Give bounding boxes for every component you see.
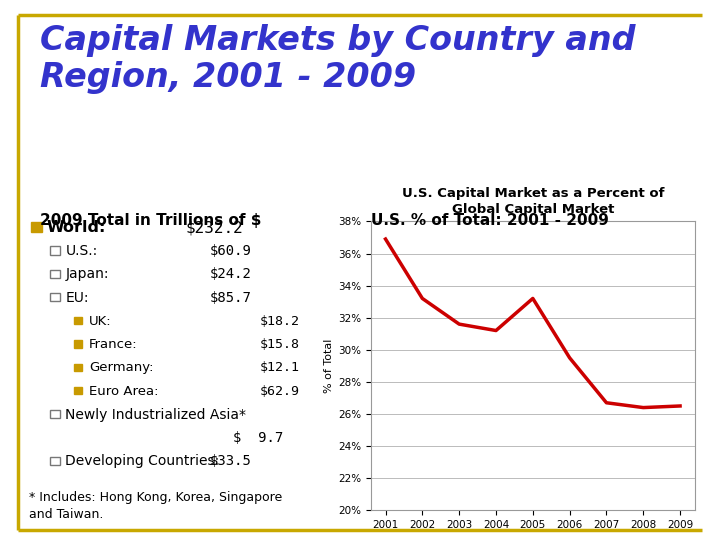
Text: France:: France:: [89, 338, 138, 351]
Bar: [50, 410, 60, 418]
Text: Germany:: Germany:: [89, 361, 153, 374]
Text: $33.5: $33.5: [210, 455, 251, 469]
Bar: [74, 364, 83, 371]
Text: Euro Area:: Euro Area:: [89, 385, 158, 398]
Text: $60.9: $60.9: [210, 244, 251, 258]
Text: Japan:: Japan:: [66, 267, 109, 281]
Text: $18.2: $18.2: [260, 315, 300, 328]
Bar: [50, 269, 60, 278]
Text: Newly Industrialized Asia*: Newly Industrialized Asia*: [66, 408, 246, 422]
Text: $12.1: $12.1: [260, 361, 300, 374]
Y-axis label: % of Total: % of Total: [324, 339, 334, 393]
Text: EU:: EU:: [66, 291, 89, 305]
Text: $  9.7: $ 9.7: [233, 431, 283, 445]
Text: $232.2: $232.2: [186, 220, 243, 235]
Text: 2009 Total in Trillions of $: 2009 Total in Trillions of $: [40, 213, 261, 228]
Title: U.S. Capital Market as a Percent of
Global Capital Market: U.S. Capital Market as a Percent of Glob…: [402, 187, 664, 216]
Text: * Includes: Hong Kong, Korea, Singapore
and Taiwan.: * Includes: Hong Kong, Korea, Singapore …: [29, 491, 282, 521]
Bar: [50, 246, 60, 255]
Bar: [31, 222, 42, 232]
Bar: [74, 387, 83, 394]
Text: U.S.:: U.S.:: [66, 244, 98, 258]
Bar: [74, 317, 83, 324]
Text: World:: World:: [47, 220, 107, 235]
Text: $15.8: $15.8: [260, 338, 300, 351]
Text: $85.7: $85.7: [210, 291, 251, 305]
Text: UK:: UK:: [89, 315, 112, 328]
Bar: [50, 293, 60, 301]
Bar: [50, 457, 60, 465]
Text: Capital Markets by Country and
Region, 2001 - 2009: Capital Markets by Country and Region, 2…: [40, 24, 635, 94]
Text: U.S. % of Total: 2001 - 2009: U.S. % of Total: 2001 - 2009: [371, 213, 608, 228]
Bar: [74, 340, 83, 348]
Text: $24.2: $24.2: [210, 267, 251, 281]
Text: Developing Countries:: Developing Countries:: [66, 455, 220, 469]
Text: $62.9: $62.9: [260, 385, 300, 398]
